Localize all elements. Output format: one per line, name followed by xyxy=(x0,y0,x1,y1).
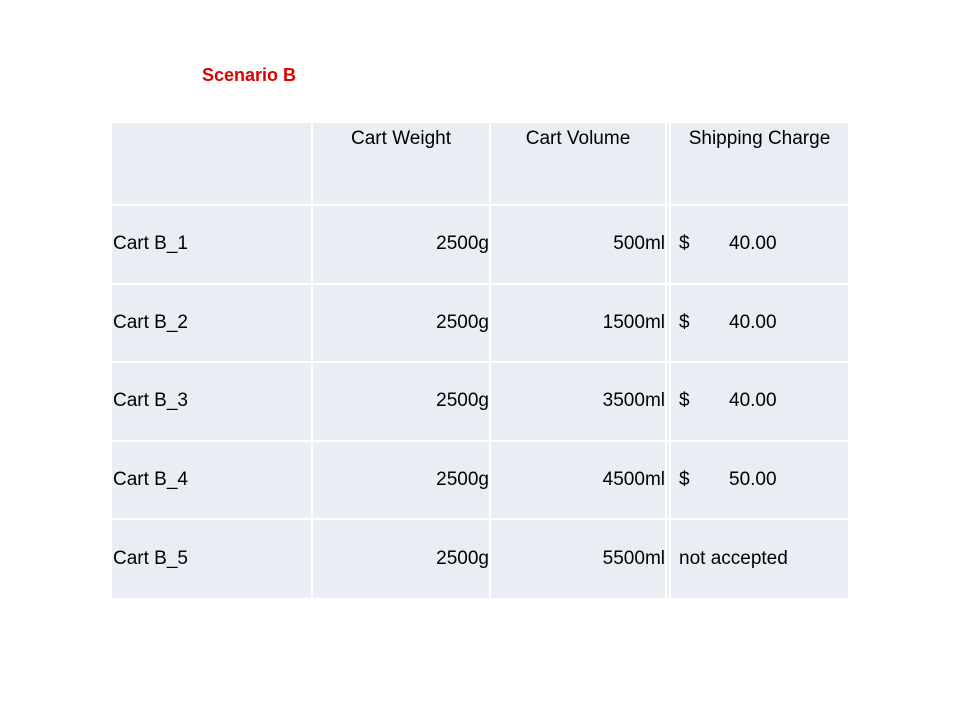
table-row: Cart B_5 2500g 5500ml not accepted xyxy=(112,518,848,598)
cart-name-cell: Cart B_2 xyxy=(112,282,313,363)
cart-volume-cell: 1500ml xyxy=(489,282,667,363)
spacer-cell xyxy=(665,439,671,520)
currency-symbol: $ xyxy=(679,233,690,255)
shipping-charge-cell: $50.00 xyxy=(669,439,848,520)
cart-volume-cell: 5500ml xyxy=(489,518,667,598)
header-cart-weight: Cart Weight xyxy=(311,123,491,205)
table-row: Cart B_1 2500g 500ml $40.00 xyxy=(112,204,848,285)
charge-value: not accepted xyxy=(679,547,788,569)
cart-volume-cell: 3500ml xyxy=(489,361,667,442)
charge-value: 40.00 xyxy=(729,390,777,412)
cart-weight-cell: 2500g xyxy=(311,204,491,285)
spacer-cell xyxy=(665,361,671,442)
header-shipping-charge: Shipping Charge xyxy=(669,123,848,205)
spacer-cell xyxy=(665,518,671,598)
currency-symbol: $ xyxy=(679,311,690,333)
shipping-table: Cart Weight Cart Volume Shipping Charge … xyxy=(112,123,848,598)
cart-weight-cell: 2500g xyxy=(311,518,491,598)
cart-volume-cell: 4500ml xyxy=(489,439,667,520)
cart-weight-cell: 2500g xyxy=(311,282,491,363)
shipping-charge-cell: $40.00 xyxy=(669,361,848,442)
charge-value: 40.00 xyxy=(729,311,777,333)
table-row: Cart B_4 2500g 4500ml $50.00 xyxy=(112,439,848,520)
table-row: Cart B_2 2500g 1500ml $40.00 xyxy=(112,282,848,363)
shipping-charge-cell: not accepted xyxy=(669,518,848,598)
charge-value: 50.00 xyxy=(729,468,777,490)
header-cart-volume: Cart Volume xyxy=(489,123,667,205)
charge-value: 40.00 xyxy=(729,233,777,255)
cart-name-cell: Cart B_3 xyxy=(112,361,313,442)
header-empty xyxy=(112,123,313,205)
cart-weight-cell: 2500g xyxy=(311,439,491,520)
table-header-row: Cart Weight Cart Volume Shipping Charge xyxy=(112,123,848,205)
cart-name-cell: Cart B_1 xyxy=(112,204,313,285)
cart-volume-cell: 500ml xyxy=(489,204,667,285)
spacer-cell xyxy=(665,123,671,205)
scenario-title: Scenario B xyxy=(202,65,297,85)
cart-name-cell: Cart B_5 xyxy=(112,518,313,598)
cart-name-cell: Cart B_4 xyxy=(112,439,313,520)
table-row: Cart B_3 2500g 3500ml $40.00 xyxy=(112,361,848,442)
shipping-charge-cell: $40.00 xyxy=(669,204,848,285)
spacer-cell xyxy=(665,282,671,363)
currency-symbol: $ xyxy=(679,390,690,412)
currency-symbol: $ xyxy=(679,468,690,490)
cart-weight-cell: 2500g xyxy=(311,361,491,442)
shipping-charge-cell: $40.00 xyxy=(669,282,848,363)
spacer-cell xyxy=(665,204,671,285)
